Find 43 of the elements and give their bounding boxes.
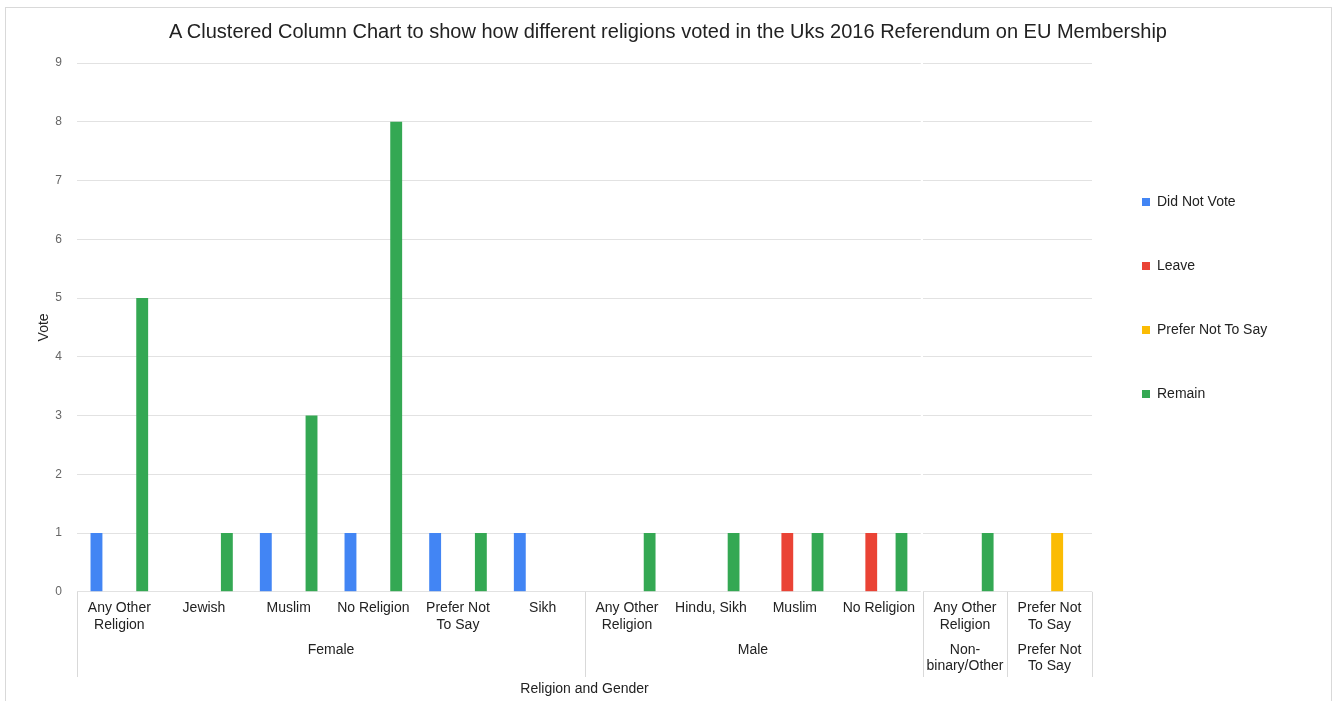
text: Religion and Gender [520, 680, 649, 697]
y-tick-label: 2 [55, 466, 63, 481]
x-tick-label: Prefer Not To Say [1017, 599, 1082, 632]
x-tick-label: Sikh [529, 599, 557, 616]
x-axis-title: Prefer Not To Say [1017, 640, 1082, 674]
bar [305, 415, 318, 592]
x-tick-label: No Religion [842, 599, 915, 616]
y-tick-label: 1 [55, 525, 63, 540]
y-tick-label: 4 [55, 349, 63, 364]
y-tick-label: 9 [55, 55, 63, 70]
bar [390, 121, 403, 592]
x-axis-title: Female [307, 640, 355, 657]
x-tick-label: Prefer Not To Say [426, 599, 490, 632]
legend-label: Leave [1157, 256, 1196, 273]
bar [136, 298, 149, 592]
legend-label: Remain [1157, 384, 1206, 401]
y-tick-label: 3 [55, 407, 63, 422]
x-tick-label: Any Other Religion [87, 599, 152, 632]
x-tick-label: Hindu, Sikh [675, 599, 747, 616]
y-tick-label: 8 [55, 114, 63, 129]
y-axis-title: Vote [35, 313, 52, 342]
bar [344, 533, 357, 592]
x-tick-label: Jewish [182, 599, 226, 616]
x-tick-label: Muslim [266, 599, 311, 616]
y-tick-label: 5 [55, 290, 63, 305]
y-tick-label: 0 [55, 584, 63, 599]
bar [90, 533, 103, 592]
legend-label: Prefer Not To Say [1157, 320, 1268, 337]
bar [259, 533, 272, 592]
x-axis-title: Non-binary/Other [926, 640, 1004, 674]
x-tick-label: No Religion [337, 599, 410, 616]
text: A Clustered Column Chart to show how different religions voted in the Uks 2016 Referendum on EU Membership [169, 19, 1167, 43]
x-tick-label: Muslim [772, 599, 818, 616]
x-tick-label: Any Other Religion [933, 599, 997, 632]
x-tick-label: Any Other Religion [595, 599, 659, 632]
bar [220, 533, 233, 592]
bar [429, 533, 442, 592]
legend-label: Did Not Vote [1157, 192, 1236, 209]
y-tick-label: 7 [55, 172, 63, 187]
x-axis-title: Male [737, 640, 769, 657]
bar [513, 533, 526, 592]
y-tick-label: 6 [55, 231, 63, 246]
bar [474, 533, 487, 592]
